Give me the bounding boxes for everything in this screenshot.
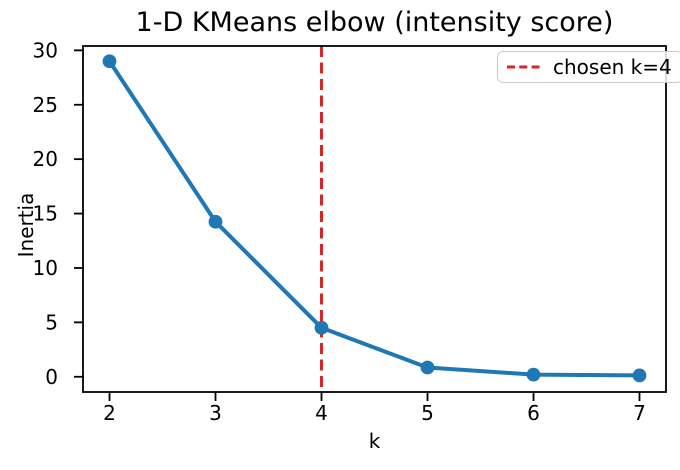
data-point-k2 bbox=[102, 54, 117, 69]
data-point-k6 bbox=[526, 367, 541, 382]
legend: chosen k=4 bbox=[497, 51, 680, 83]
legend-dashed-line-icon bbox=[507, 65, 543, 69]
data-point-k3 bbox=[208, 214, 223, 229]
data-point-k5 bbox=[420, 360, 435, 375]
chart-title: 1-D KMeans elbow (intensity score) bbox=[135, 7, 614, 38]
y-tick-label: 30 bbox=[33, 38, 58, 62]
y-tick-label: 5 bbox=[45, 310, 58, 334]
data-point-k7 bbox=[632, 368, 647, 383]
y-tick-label: 25 bbox=[33, 93, 58, 117]
inertia-line bbox=[107, 59, 642, 378]
x-axis-label: k bbox=[368, 429, 381, 453]
x-tick-label: 6 bbox=[527, 401, 540, 425]
x-tick-label: 3 bbox=[209, 401, 222, 425]
x-tick-label: 2 bbox=[103, 401, 116, 425]
axes-spines bbox=[82, 45, 667, 393]
x-tick-label: 4 bbox=[315, 401, 328, 425]
y-tick-label: 20 bbox=[33, 147, 58, 171]
y-tick-label: 10 bbox=[33, 256, 58, 280]
x-tick-label: 5 bbox=[421, 401, 434, 425]
y-tick-label: 15 bbox=[33, 202, 58, 226]
x-tick-label: 7 bbox=[633, 401, 646, 425]
data-point-k4 bbox=[314, 320, 329, 335]
y-tick-label: 0 bbox=[45, 365, 58, 389]
legend-label: chosen k=4 bbox=[553, 55, 672, 79]
